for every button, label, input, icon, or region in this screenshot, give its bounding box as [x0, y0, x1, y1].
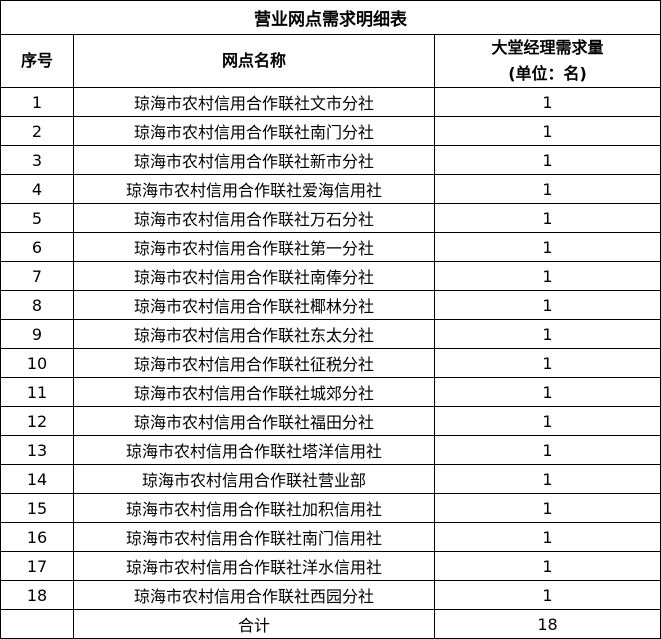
cell-index: 10 — [0, 348, 74, 378]
cell-name: 琼海市农村信用合作联社塔洋信用社 — [73, 435, 435, 465]
cell-name: 琼海市农村信用合作联社营业部 — [73, 464, 435, 494]
total-label: 合计 — [73, 609, 435, 639]
cell-demand: 1 — [433, 464, 661, 494]
cell-name: 琼海市农村信用合作联社东太分社 — [73, 319, 435, 349]
cell-name: 琼海市农村信用合作联社南门分社 — [73, 116, 435, 146]
cell-demand: 1 — [433, 261, 661, 291]
header-name: 网点名称 — [73, 34, 435, 88]
total-empty-cell — [0, 609, 74, 639]
table-row: 18 琼海市农村信用合作联社西园分社 1 — [0, 580, 661, 610]
cell-demand: 1 — [433, 116, 661, 146]
table-row: 15 琼海市农村信用合作联社加积信用社 1 — [0, 493, 661, 523]
cell-index: 11 — [0, 377, 74, 407]
cell-index: 12 — [0, 406, 74, 436]
cell-index: 13 — [0, 435, 74, 465]
cell-index: 17 — [0, 551, 74, 581]
cell-name: 琼海市农村信用合作联社征税分社 — [73, 348, 435, 378]
cell-index: 5 — [0, 203, 74, 233]
cell-index: 1 — [0, 87, 74, 117]
cell-index: 2 — [0, 116, 74, 146]
cell-name: 琼海市农村信用合作联社新市分社 — [73, 145, 435, 175]
cell-demand: 1 — [433, 348, 661, 378]
cell-demand: 1 — [433, 232, 661, 262]
cell-index: 15 — [0, 493, 74, 523]
table-row: 5 琼海市农村信用合作联社万石分社 1 — [0, 203, 661, 233]
cell-index: 14 — [0, 464, 74, 494]
cell-demand: 1 — [433, 406, 661, 436]
cell-name: 琼海市农村信用合作联社西园分社 — [73, 580, 435, 610]
total-row: 合计 18 — [0, 609, 661, 639]
table-row: 10 琼海市农村信用合作联社征税分社 1 — [0, 348, 661, 378]
cell-demand: 1 — [433, 580, 661, 610]
table-row: 12 琼海市农村信用合作联社福田分社 1 — [0, 406, 661, 436]
cell-demand: 1 — [433, 87, 661, 117]
table-row: 9 琼海市农村信用合作联社东太分社 1 — [0, 319, 661, 349]
header-demand-line2: (单位：名) — [508, 64, 587, 83]
cell-demand: 1 — [433, 435, 661, 465]
table-row: 1 琼海市农村信用合作联社文市分社 1 — [0, 87, 661, 117]
cell-demand: 1 — [433, 145, 661, 175]
cell-demand: 1 — [433, 377, 661, 407]
cell-name: 琼海市农村信用合作联社南俸分社 — [73, 261, 435, 291]
table-row: 4 琼海市农村信用合作联社爱海信用社 1 — [0, 174, 661, 204]
table-row: 17 琼海市农村信用合作联社洋水信用社 1 — [0, 551, 661, 581]
cell-demand: 1 — [433, 551, 661, 581]
cell-name: 琼海市农村信用合作联社南门信用社 — [73, 522, 435, 552]
cell-name: 琼海市农村信用合作联社万石分社 — [73, 203, 435, 233]
table-row: 11 琼海市农村信用合作联社城郊分社 1 — [0, 377, 661, 407]
table-row: 16 琼海市农村信用合作联社南门信用社 1 — [0, 522, 661, 552]
cell-index: 18 — [0, 580, 74, 610]
table-row: 6 琼海市农村信用合作联社第一分社 1 — [0, 232, 661, 262]
cell-index: 16 — [0, 522, 74, 552]
cell-name: 琼海市农村信用合作联社文市分社 — [73, 87, 435, 117]
cell-demand: 1 — [433, 290, 661, 320]
cell-name: 琼海市农村信用合作联社爱海信用社 — [73, 174, 435, 204]
table-row: 3 琼海市农村信用合作联社新市分社 1 — [0, 145, 661, 175]
cell-index: 4 — [0, 174, 74, 204]
cell-index: 8 — [0, 290, 74, 320]
table-row: 8 琼海市农村信用合作联社椰林分社 1 — [0, 290, 661, 320]
cell-name: 琼海市农村信用合作联社第一分社 — [73, 232, 435, 262]
total-value: 18 — [433, 609, 661, 639]
table-row: 2 琼海市农村信用合作联社南门分社 1 — [0, 116, 661, 146]
table-title: 营业网点需求明细表 — [0, 0, 661, 35]
table-row: 14 琼海市农村信用合作联社营业部 1 — [0, 464, 661, 494]
cell-index: 9 — [0, 319, 74, 349]
cell-demand: 1 — [433, 522, 661, 552]
header-row: 序号 网点名称 大堂经理需求量 (单位：名) — [0, 34, 661, 88]
cell-index: 7 — [0, 261, 74, 291]
header-index: 序号 — [0, 34, 74, 88]
table-row: 13 琼海市农村信用合作联社塔洋信用社 1 — [0, 435, 661, 465]
title-row: 营业网点需求明细表 — [0, 0, 661, 35]
cell-demand: 1 — [433, 203, 661, 233]
header-demand-line1: 大堂经理需求量 — [491, 38, 604, 57]
cell-name: 琼海市农村信用合作联社洋水信用社 — [73, 551, 435, 581]
table-row: 7 琼海市农村信用合作联社南俸分社 1 — [0, 261, 661, 291]
cell-index: 6 — [0, 232, 74, 262]
cell-demand: 1 — [433, 319, 661, 349]
cell-index: 3 — [0, 145, 74, 175]
header-demand: 大堂经理需求量 (单位：名) — [433, 34, 661, 88]
cell-name: 琼海市农村信用合作联社城郊分社 — [73, 377, 435, 407]
cell-name: 琼海市农村信用合作联社福田分社 — [73, 406, 435, 436]
cell-name: 琼海市农村信用合作联社椰林分社 — [73, 290, 435, 320]
cell-name: 琼海市农村信用合作联社加积信用社 — [73, 493, 435, 523]
cell-demand: 1 — [433, 493, 661, 523]
cell-demand: 1 — [433, 174, 661, 204]
